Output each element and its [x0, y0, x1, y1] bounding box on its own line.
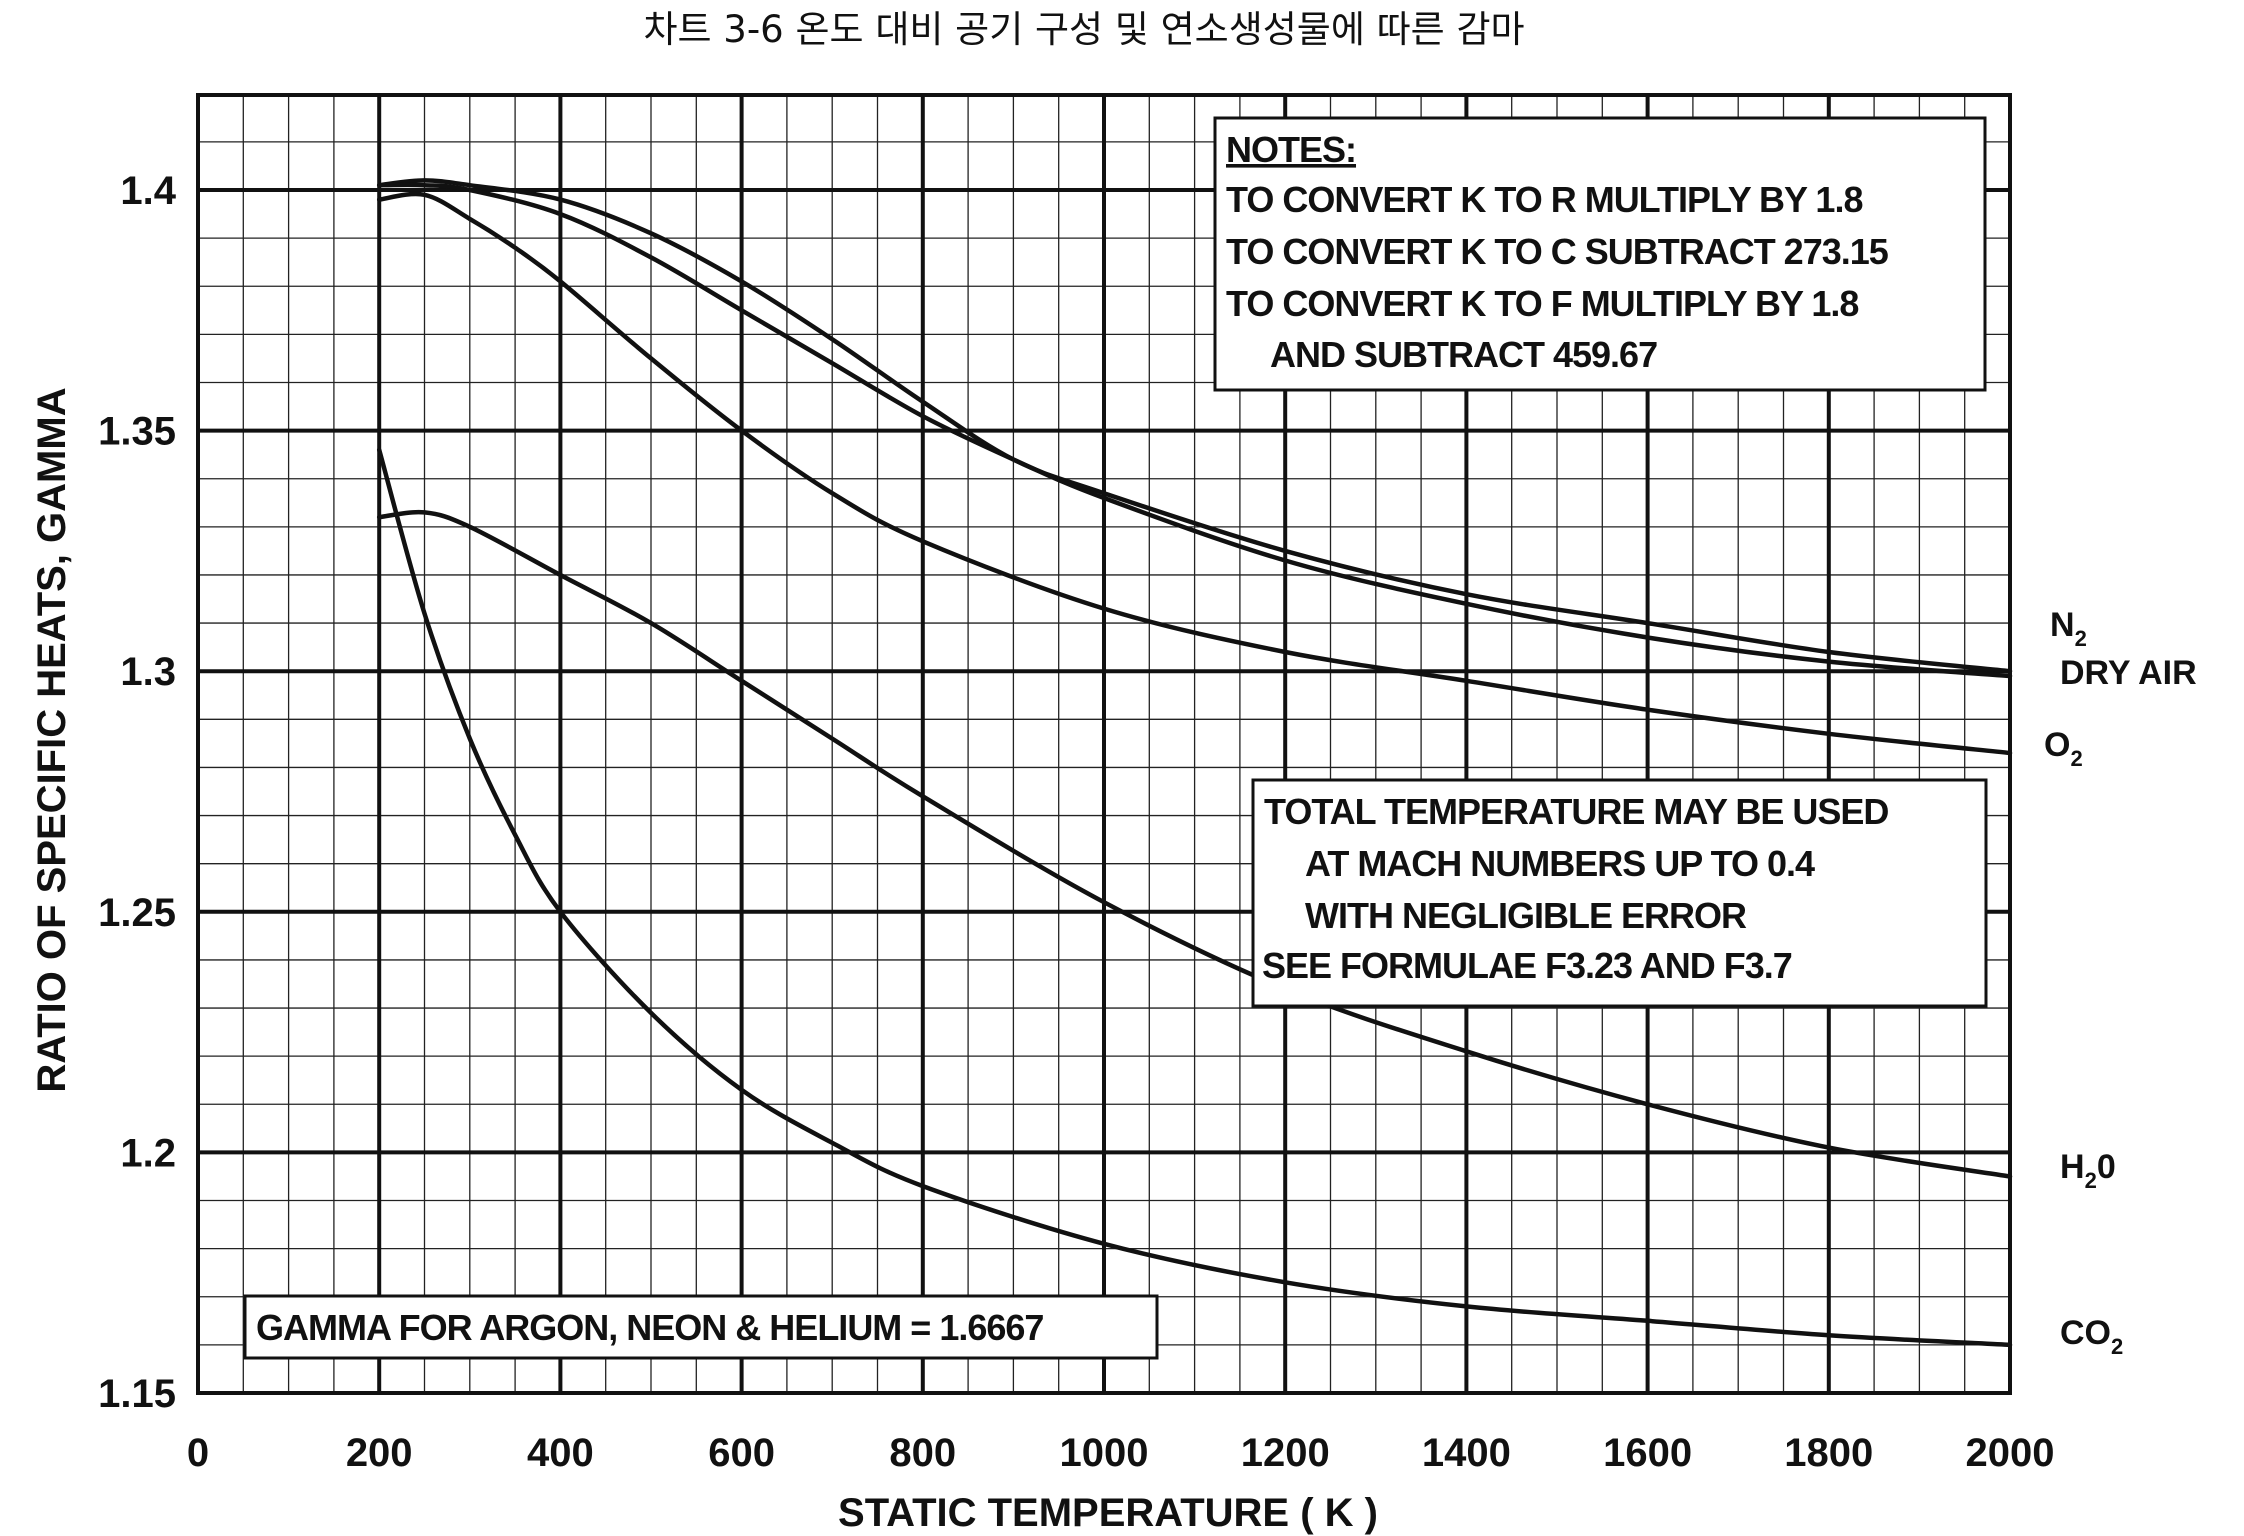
chart-title: 차트 3-6 온도 대비 공기 구성 및 연소생성물에 따른 감마: [643, 8, 1524, 51]
gamma-note-box-frame: [243, 1294, 1159, 1360]
notes-line-3: TO CONVERT K TO F MULTIPLY BY 1.8: [1226, 283, 1858, 324]
series-label-h2o-main: H: [2060, 1148, 2085, 1186]
x-axis-title: STATIC TEMPERATURE ( K ): [838, 1491, 1378, 1535]
series-label-co2-main: CO: [2060, 1314, 2111, 1352]
gamma-note-text: GAMMA FOR ARGON, NEON & HELIUM = 1.6667: [256, 1307, 1043, 1348]
notes-line-2: TO CONVERT K TO C SUBTRACT 273.15: [1226, 231, 1889, 272]
series-line-co2: [376, 447, 2013, 1348]
series-label-o2: O2: [2044, 726, 2083, 771]
y-tick-label: 1.4: [120, 169, 176, 213]
x-tick-label: 400: [527, 1431, 594, 1475]
series-layer: [376, 178, 2013, 1348]
notes-line-4: AND SUBTRACT 459.67: [1270, 334, 1657, 375]
y-tick-label: 1.25: [98, 891, 176, 935]
y-tick-label: 1.15: [98, 1372, 176, 1416]
notes-box-frame: [1213, 116, 1987, 392]
notes-heading: NOTES:: [1226, 129, 1356, 170]
x-tick-label: 2000: [1966, 1431, 2055, 1475]
total-temperature-line-1: TOTAL TEMPERATURE MAY BE USED: [1264, 791, 1888, 832]
x-tick-label: 0: [187, 1431, 209, 1475]
x-tick-label: 200: [346, 1431, 413, 1475]
series-label-n2-sub: 2: [2075, 626, 2087, 651]
series-label-n2: N2: [2050, 606, 2087, 651]
total-temperature-line-4: SEE FORMULAE F3.23 AND F3.7: [1262, 945, 1792, 986]
total-temperature-line-3: WITH NEGLIGIBLE ERROR: [1305, 895, 1747, 936]
total-temperature-line-2: AT MACH NUMBERS UP TO 0.4: [1305, 843, 1815, 884]
x-tick-label: 1400: [1422, 1431, 1511, 1475]
y-tick-label: 1.35: [98, 410, 176, 454]
series-line-o2: [376, 191, 2013, 756]
series-label-o2-sub: 2: [2070, 746, 2082, 771]
plot-frame: [196, 93, 2012, 1395]
x-tick-label: 1600: [1603, 1431, 1692, 1475]
y-tick-label: 1.2: [120, 1131, 176, 1175]
tick-labels: 0 200 400 600 800 1000 1200 1400 1600 1800 2000 1.1…: [98, 169, 2054, 1475]
y-axis-title: RATIO OF SPECIFIC HEATS, GAMMA: [30, 387, 74, 1092]
total-temperature-box: TOTAL TEMPERATURE MAY BE USED AT MACH NU…: [1251, 778, 1988, 1008]
x-tick-label: 800: [889, 1431, 956, 1475]
series-label-n2-main: N: [2050, 606, 2075, 644]
notes-box: NOTES: TO CONVERT K TO R MULTIPLY BY 1.8…: [1213, 116, 1987, 392]
notes-line-1: TO CONVERT K TO R MULTIPLY BY 1.8: [1226, 179, 1862, 220]
series-line-dry-air: [376, 182, 2013, 679]
series-label-co2: CO2: [2060, 1314, 2123, 1359]
series-label-h2o-sub: 2: [2085, 1168, 2097, 1193]
x-tick-label: 1200: [1241, 1431, 1330, 1475]
total-temperature-box-frame: [1251, 778, 1988, 1008]
gamma-note-box: GAMMA FOR ARGON, NEON & HELIUM = 1.6667: [243, 1294, 1159, 1360]
series-label-dry-air: DRY AIR: [2060, 654, 2197, 692]
y-tick-label: 1.3: [120, 650, 176, 694]
series-label-co2-sub: 2: [2111, 1334, 2123, 1359]
series-label-h2o: H20: [2060, 1148, 2116, 1193]
series-labels: N2 DRY AIR O2 H20 CO2: [2044, 606, 2197, 1359]
x-tick-label: 600: [708, 1431, 775, 1475]
series-label-h2o-tail: 0: [2097, 1148, 2116, 1186]
x-tick-label: 1800: [1784, 1431, 1873, 1475]
series-line-h20: [376, 509, 2013, 1179]
series-label-o2-main: O: [2044, 726, 2070, 764]
x-tick-label: 1000: [1060, 1431, 1149, 1475]
